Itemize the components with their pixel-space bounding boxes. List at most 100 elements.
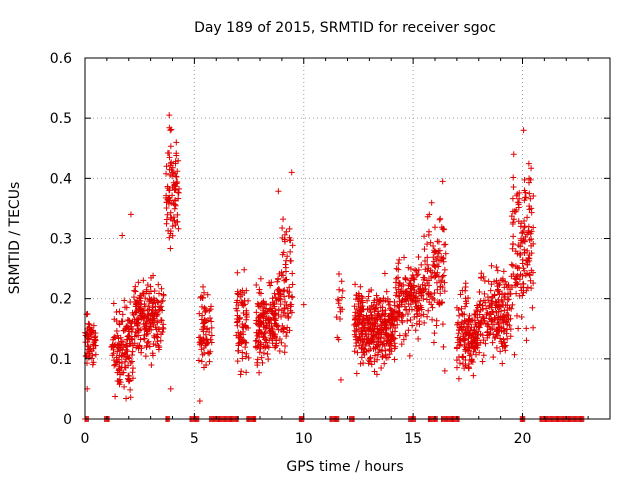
data-point [283,228,290,235]
data-point [387,338,394,345]
data-point [154,319,161,326]
data-point [359,324,365,331]
data-point [119,232,126,239]
data-point [514,312,521,319]
y-tick-label: 0.4 [50,171,72,187]
data-point [116,321,123,328]
data-point [376,298,383,305]
data-point [121,364,128,371]
data-point [379,352,386,359]
data-point [468,357,475,364]
data-point [176,185,183,192]
data-point [416,318,423,325]
data-point [200,283,207,290]
data-point [234,290,241,297]
data-point [166,234,173,241]
data-point [510,174,517,181]
data-point [357,283,364,290]
data-point [399,297,406,304]
data-point [378,347,385,354]
data-point [376,326,383,333]
data-point [524,258,531,265]
data-point [493,344,500,351]
data-point [198,340,205,347]
data-point [411,313,418,320]
data-point [405,327,412,334]
data-point [233,332,240,339]
data-point [86,350,93,357]
data-point [367,309,374,316]
data-point [235,347,242,354]
data-point [436,216,443,223]
data-point [156,344,163,351]
data-point [521,249,528,256]
data-point [135,316,142,323]
data-point [369,338,376,345]
data-point [155,342,162,349]
data-point [283,257,290,264]
data-point [401,303,408,310]
data-point [132,283,139,290]
data-point [165,195,172,202]
data-point [441,241,448,248]
data-point [520,236,527,243]
data-point [462,280,469,287]
data-point [169,217,176,224]
data-point [155,306,162,313]
data-point [263,300,270,307]
axis-ticks [84,57,611,420]
data-point [408,306,415,313]
data-point [504,335,511,342]
data-point [476,311,483,318]
data-point [421,319,428,326]
data-point [516,195,523,202]
data-point [160,325,167,332]
data-point [144,282,151,289]
data-point [521,224,528,231]
data-point [235,342,242,349]
data-point [171,201,178,208]
data-point [458,310,465,317]
data-point [438,278,445,285]
data-point [365,293,372,300]
data-point [265,344,272,351]
data-point [164,183,171,190]
data-point [489,301,496,308]
data-point [393,265,400,272]
data-point [462,356,469,363]
data-point [271,311,278,318]
data-point [474,335,481,342]
y-axis-label: SRMTID / TECUs [7,182,23,295]
y-tick-label: 0.1 [50,352,72,368]
data-point [356,342,363,349]
data-point [480,273,487,280]
data-point [507,326,514,333]
data-point [152,342,159,349]
data-point [174,211,181,218]
data-point [264,350,271,357]
data-point [509,208,516,215]
data-point [338,278,345,285]
data-point [198,293,205,300]
data-point [527,277,534,284]
data-point [415,253,422,260]
data-point [425,231,432,238]
data-point [146,297,153,304]
data-point [163,170,170,177]
data-point [141,335,148,342]
data-point [504,321,511,328]
data-point [368,302,375,309]
data-point [419,281,426,288]
data-point [207,315,214,322]
data-point [519,239,526,246]
data-point [477,298,484,305]
data-point [415,335,422,342]
data-point [339,294,346,301]
data-point [494,287,501,294]
data-point [237,371,244,378]
data-point [112,393,119,400]
data-point [133,344,140,351]
data-point [389,328,396,335]
data-point [461,365,468,372]
data-point [528,242,535,249]
